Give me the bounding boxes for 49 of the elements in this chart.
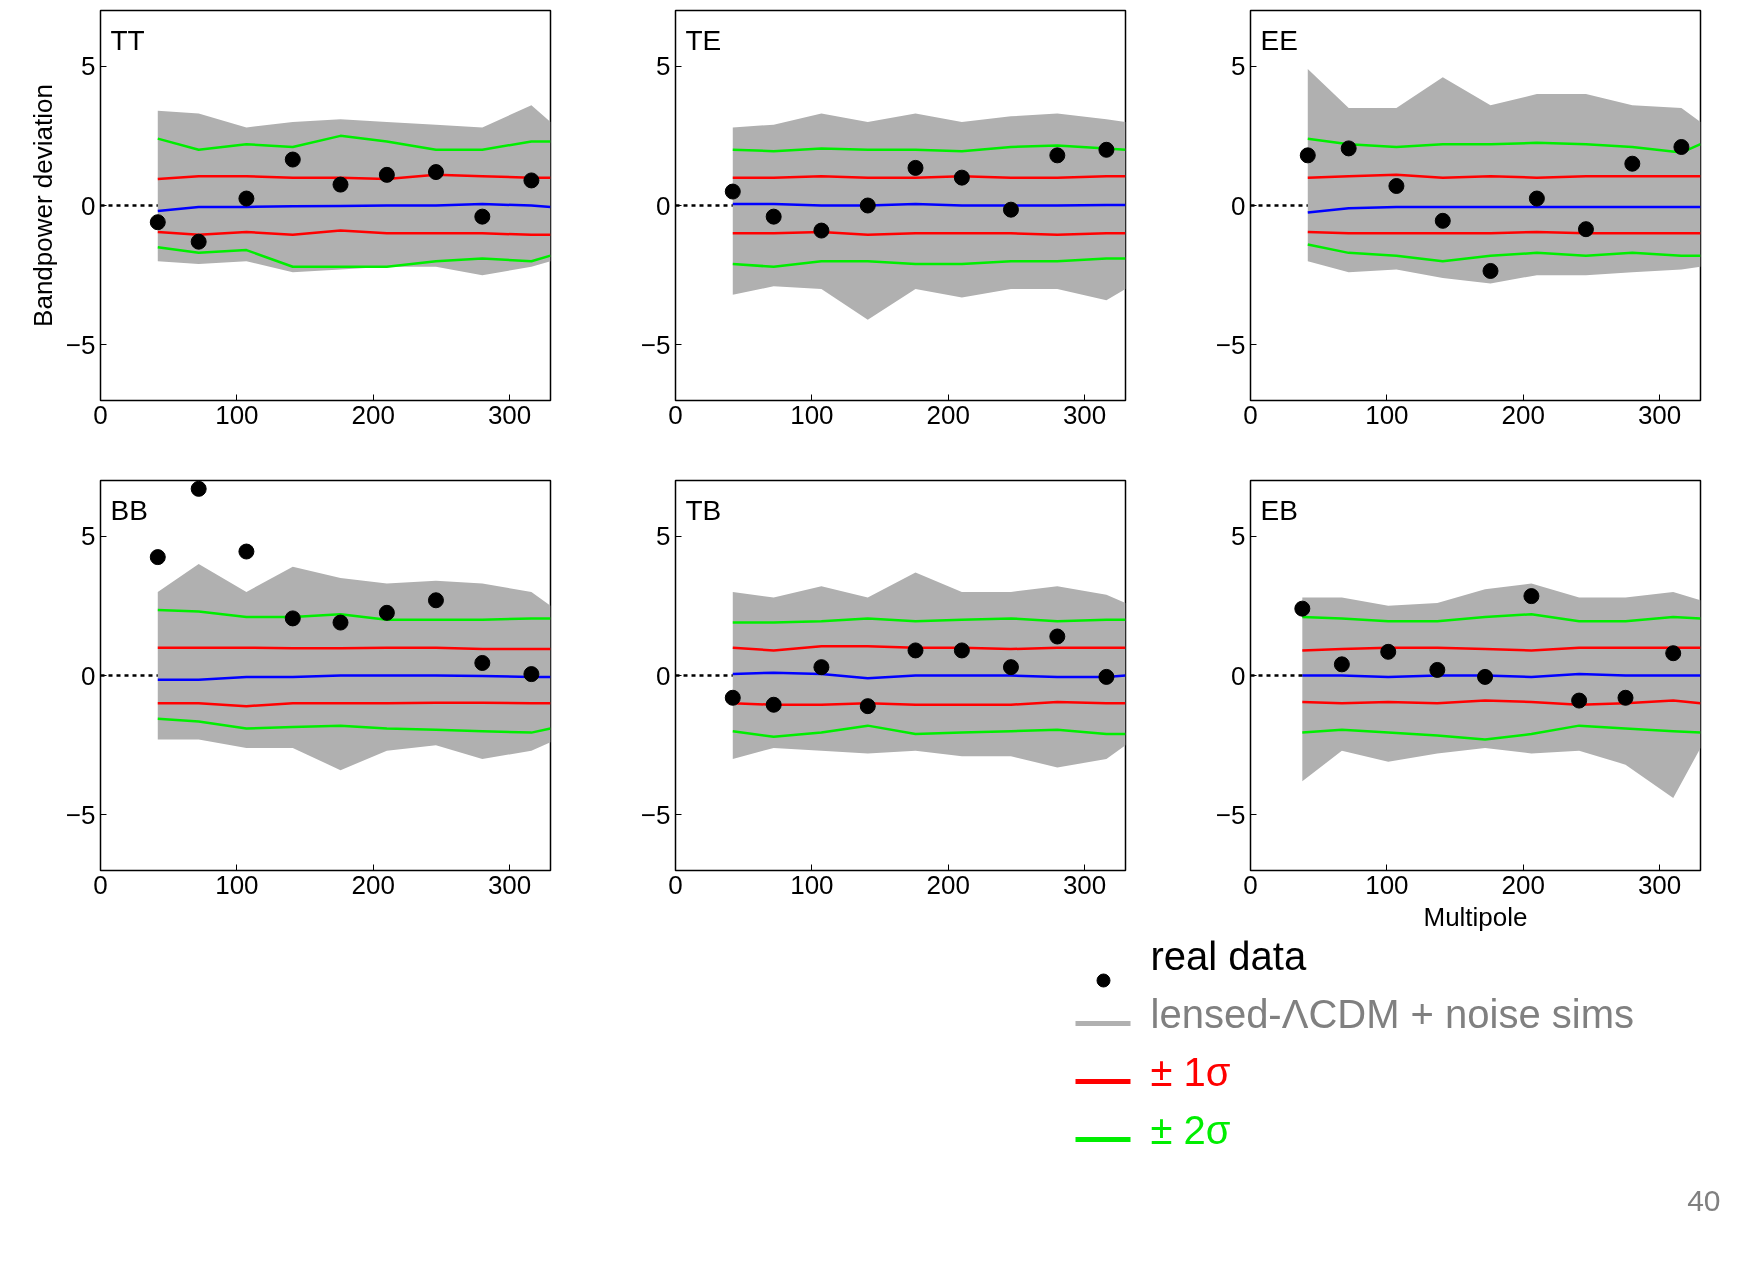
x-tick-label: 200 bbox=[1501, 399, 1545, 430]
x-tick-label: 100 bbox=[215, 399, 259, 430]
y-tick-label: 5 bbox=[81, 51, 96, 82]
x-tick-label: 100 bbox=[790, 869, 834, 900]
y-axis-title: Bandpower deviation bbox=[27, 84, 58, 327]
x-tick-label: 300 bbox=[487, 399, 532, 430]
text: EB bbox=[1260, 494, 1298, 526]
x-tick-label: 300 bbox=[1062, 869, 1107, 900]
y-tick-label: −5 bbox=[640, 799, 671, 830]
y-tick-label: 0 bbox=[1231, 660, 1246, 691]
y-tick-label: 5 bbox=[81, 521, 96, 552]
x-tick-label: 100 bbox=[215, 869, 259, 900]
x-tick-label: 200 bbox=[926, 399, 970, 430]
text: TT bbox=[110, 24, 145, 56]
text: EE bbox=[1260, 24, 1298, 56]
legend-label: ± 1σ bbox=[1150, 1049, 1231, 1094]
y-tick-label: 0 bbox=[81, 660, 96, 691]
y-tick-label: 0 bbox=[656, 660, 671, 691]
text: 40 bbox=[1687, 1183, 1721, 1217]
y-tick-label: 5 bbox=[1231, 51, 1246, 82]
y-tick-label: −5 bbox=[1215, 329, 1246, 360]
x-tick-label: 100 bbox=[1365, 869, 1409, 900]
text: TE bbox=[685, 24, 722, 56]
x-tick-label: 200 bbox=[351, 399, 395, 430]
y-tick-label: 5 bbox=[656, 51, 671, 82]
x-tick-label: 300 bbox=[1637, 869, 1682, 900]
x-tick-label: 100 bbox=[1365, 399, 1409, 430]
text: TB bbox=[685, 494, 722, 526]
legend-label: lensed-ΛCDM + noise sims bbox=[1150, 991, 1635, 1036]
y-tick-label: 0 bbox=[656, 190, 671, 221]
x-tick-label: 200 bbox=[351, 869, 395, 900]
legend-label: real data bbox=[1150, 933, 1307, 978]
y-tick-label: 0 bbox=[81, 190, 96, 221]
y-tick-label: −5 bbox=[65, 799, 96, 830]
y-tick-label: −5 bbox=[1215, 799, 1246, 830]
legend-label: ± 2σ bbox=[1150, 1107, 1231, 1152]
x-tick-label: 200 bbox=[926, 869, 970, 900]
x-tick-label: 200 bbox=[1501, 869, 1545, 900]
y-tick-label: 0 bbox=[1231, 190, 1246, 221]
x-tick-label: 300 bbox=[487, 869, 532, 900]
x-tick-label: 300 bbox=[1637, 399, 1682, 430]
y-tick-label: −5 bbox=[65, 329, 96, 360]
x-tick-label: 100 bbox=[790, 399, 834, 430]
x-axis-title: Multipole bbox=[1423, 901, 1528, 932]
y-tick-label: 5 bbox=[1231, 521, 1246, 552]
text: BB bbox=[110, 494, 148, 526]
y-tick-label: −5 bbox=[640, 329, 671, 360]
x-tick-label: 300 bbox=[1062, 399, 1107, 430]
y-tick-label: 5 bbox=[656, 521, 671, 552]
